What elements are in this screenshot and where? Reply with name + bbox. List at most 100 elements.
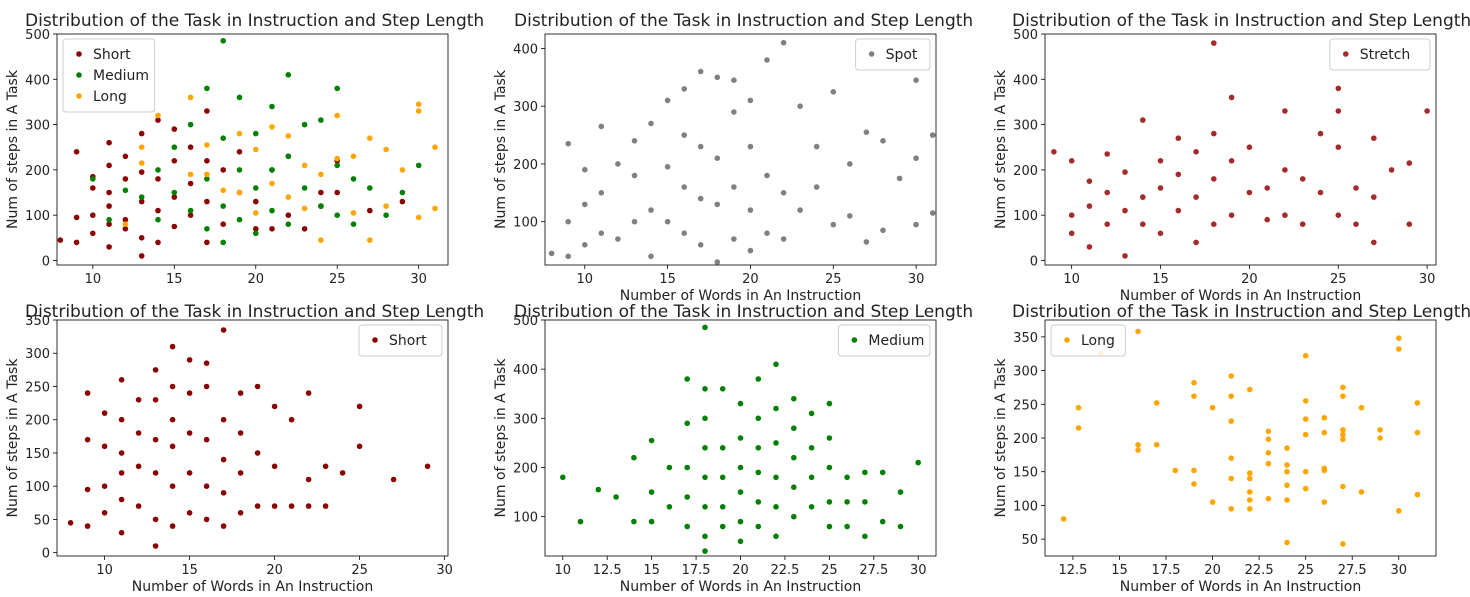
data-point (1335, 108, 1342, 114)
data-point (929, 132, 936, 138)
data-point (322, 463, 329, 470)
data-point (773, 533, 779, 540)
data-point (424, 463, 431, 470)
data-point (334, 112, 341, 119)
data-point (118, 416, 125, 423)
data-point (913, 77, 919, 83)
data-point (367, 237, 373, 243)
data-point (288, 503, 295, 509)
data-point (1299, 221, 1306, 227)
data-point (737, 518, 744, 525)
data-point (755, 445, 762, 451)
data-point (1135, 441, 1141, 448)
data-point (1340, 436, 1346, 443)
x-tick-label: 25 (329, 272, 346, 287)
data-point (253, 210, 259, 216)
chart-title: Distribution of the Task in Instruction … (25, 11, 484, 31)
y-tick-label: 300 (513, 412, 538, 427)
data-point (220, 135, 226, 141)
series-medium (90, 38, 422, 246)
data-point (301, 185, 308, 191)
data-point (896, 175, 903, 182)
x-tick-label: 22.5 (1245, 563, 1274, 578)
data-point (684, 376, 690, 382)
legend-label: Short (93, 47, 131, 63)
data-point (1246, 144, 1253, 150)
data-point (187, 180, 194, 187)
x-tick-label: 10 (576, 272, 593, 287)
data-point (1104, 189, 1110, 196)
x-tick-label: 10 (554, 563, 571, 578)
data-point (138, 169, 145, 175)
y-axis-label: Num of steps in A Task (993, 358, 1009, 518)
data-point (171, 189, 178, 196)
x-tick-label: 15 (1111, 563, 1128, 578)
data-point (350, 176, 357, 182)
data-point (631, 518, 637, 525)
data-point (764, 57, 770, 63)
data-point (697, 143, 704, 150)
legend-box (1050, 324, 1126, 357)
legend-box (62, 38, 156, 113)
data-point (737, 538, 744, 545)
data-point (808, 410, 815, 417)
y-tick-label: 350 (25, 314, 50, 329)
data-point (1321, 429, 1328, 436)
data-point (826, 435, 833, 441)
data-point (236, 130, 243, 137)
data-point (791, 513, 797, 520)
data-point (269, 124, 275, 130)
data-point (565, 253, 571, 260)
y-tick-label: 400 (513, 363, 538, 378)
data-point (253, 230, 259, 237)
data-point (702, 548, 708, 554)
data-point (780, 190, 787, 196)
data-point (301, 162, 308, 169)
data-point (187, 207, 194, 214)
data-point (122, 221, 129, 227)
data-point (90, 176, 96, 182)
data-point (390, 476, 397, 483)
data-point (73, 149, 80, 155)
chart-title: Distribution of the Task in Instruction … (1012, 11, 1470, 31)
data-point (1377, 427, 1383, 433)
data-point (1175, 171, 1182, 178)
data-point (1246, 189, 1253, 196)
data-point (220, 327, 227, 333)
data-point (826, 464, 833, 471)
legend-label: Medium (93, 68, 149, 84)
x-tick-label: 30 (436, 563, 453, 578)
data-point (220, 167, 226, 173)
data-point (844, 523, 850, 530)
data-point (220, 456, 227, 463)
data-point (1353, 185, 1359, 191)
y-tick-label: 300 (1013, 365, 1038, 380)
data-point (755, 376, 762, 382)
x-tick-label: 20 (1204, 563, 1221, 578)
x-tick-label: 10 (1063, 272, 1080, 287)
data-point (613, 494, 619, 500)
data-point (271, 403, 278, 410)
y-tick-label: 0 (42, 547, 50, 562)
data-point (826, 523, 833, 530)
data-point (1075, 425, 1082, 431)
data-point (186, 357, 193, 363)
x-tick-label: 25 (351, 563, 368, 578)
data-point (254, 383, 261, 390)
data-point (719, 386, 726, 392)
data-point (808, 504, 815, 510)
data-point (138, 198, 145, 205)
data-point (684, 523, 690, 530)
data-point (1228, 506, 1234, 512)
data-point (350, 210, 357, 216)
data-point (169, 443, 176, 450)
data-point (897, 489, 904, 495)
data-point (702, 474, 708, 481)
data-point (719, 474, 726, 481)
data-point (138, 235, 145, 241)
data-point (305, 390, 312, 396)
data-point (615, 161, 621, 167)
y-tick-label: 250 (25, 380, 50, 395)
data-point (797, 207, 803, 213)
data-point (122, 226, 129, 232)
